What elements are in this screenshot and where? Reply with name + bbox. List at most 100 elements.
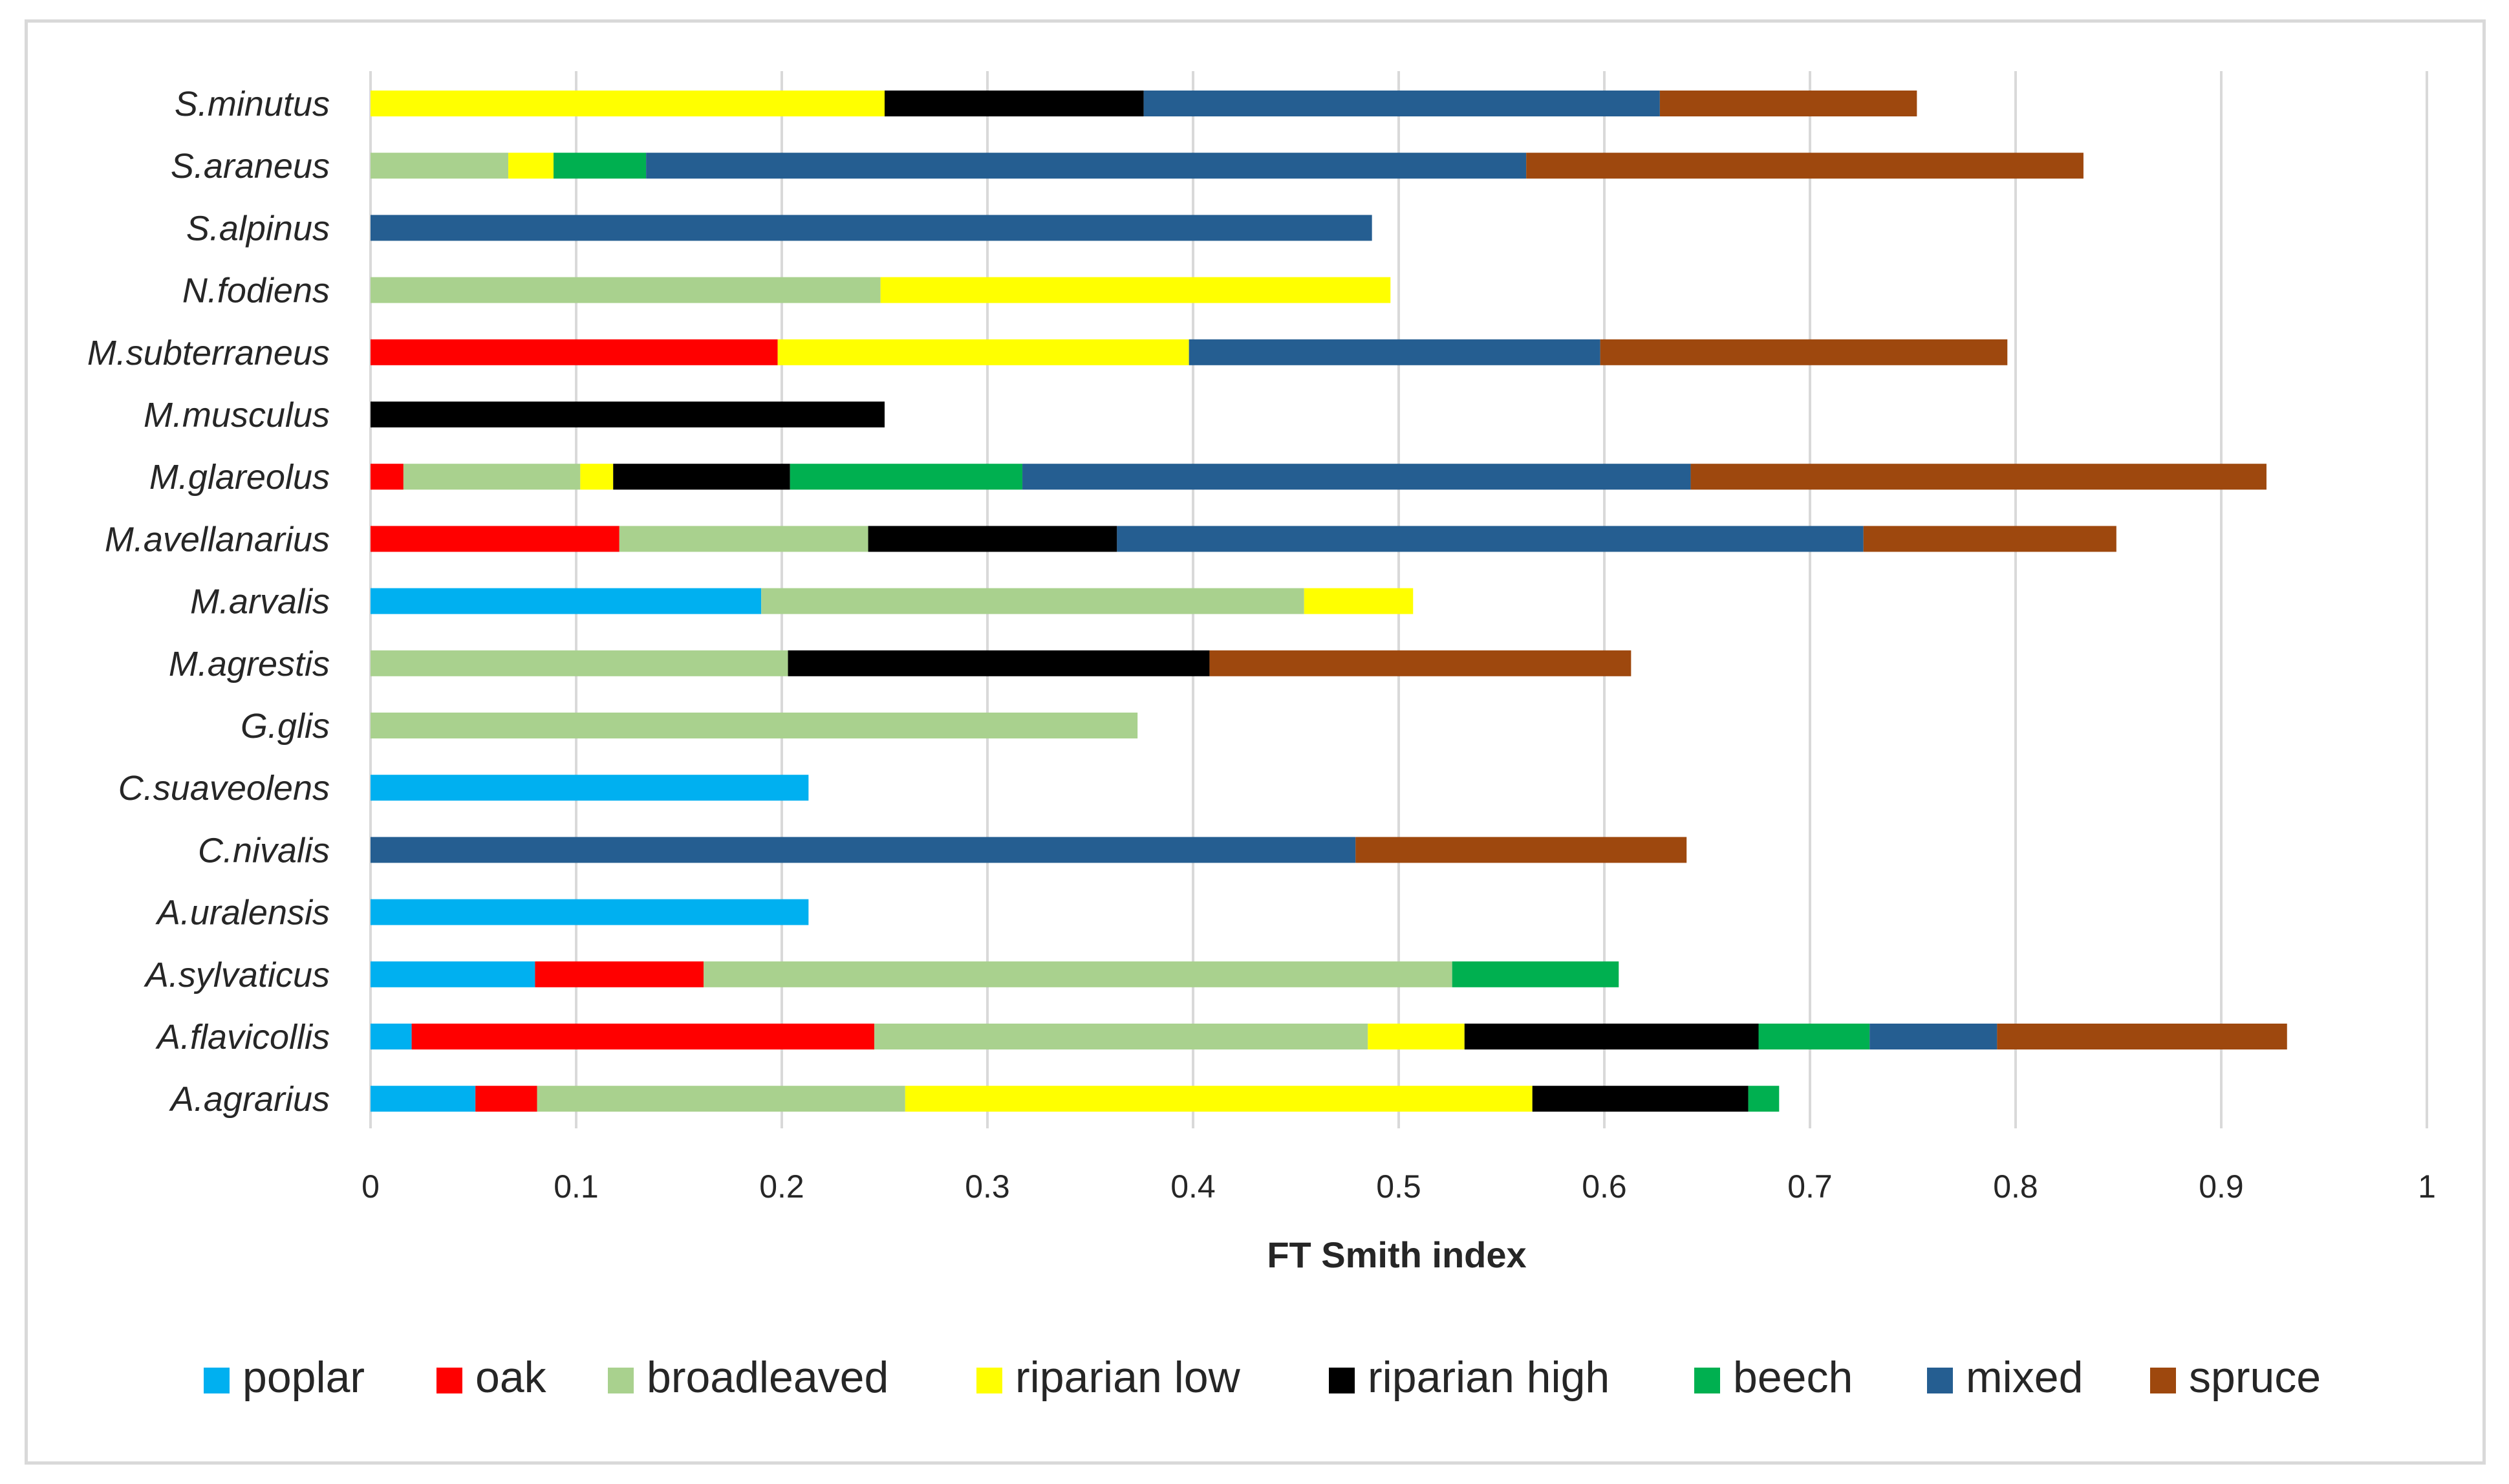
bar-segment-riparian-low	[905, 1086, 1533, 1112]
legend: poplar oak broadleaved riparian low riparian…	[204, 1353, 2321, 1402]
bar-segment-riparian-low	[508, 153, 554, 179]
bar-segment-oak	[371, 526, 619, 552]
bar-segment-poplar	[371, 899, 809, 925]
x-tick-label: 0.4	[1170, 1168, 1216, 1205]
bar-segment-mixed	[1117, 526, 1864, 552]
species-labels: S.minutus S.araneus S.alpinus N.fodiens M.su…	[87, 85, 330, 1119]
bar-segment-poplar	[371, 775, 809, 801]
bar-segment-riparian-low	[880, 277, 1391, 303]
bar-segment-mixed	[1143, 91, 1660, 116]
legend-swatch	[1329, 1368, 1355, 1393]
bar-segment-broadleaved	[371, 153, 509, 179]
legend-label: mixed	[1966, 1353, 2083, 1402]
bar-segment-spruce	[1659, 91, 1917, 116]
bar-segment-riparian-low	[1304, 588, 1414, 614]
x-tick-label: 0	[361, 1168, 380, 1205]
bar-segment-mixed	[371, 215, 1372, 241]
species-label: M.agrestis	[169, 645, 330, 683]
x-tick-label: 0.6	[1582, 1168, 1627, 1205]
legend-swatch	[1927, 1368, 1953, 1393]
species-label: C.suaveolens	[118, 769, 330, 808]
x-tick-label: 0.7	[1787, 1168, 1833, 1205]
species-label: M.avellanarius	[105, 520, 330, 559]
legend-swatch	[1694, 1368, 1720, 1393]
x-axis-ticks: 0 0.1 0.2 0.3 0.4 0.5 0.6 0.7 0.8 0.9 1	[361, 1168, 2436, 1205]
x-tick-label: 0.5	[1376, 1168, 1421, 1205]
bar-segment-spruce	[1355, 837, 1687, 863]
bars	[371, 91, 2287, 1112]
bar-segment-beech	[790, 464, 1023, 490]
bar-segment-riparian-high	[371, 402, 885, 427]
legend-swatch	[608, 1368, 634, 1393]
bar-segment-riparian-low	[777, 339, 1189, 365]
species-label: A.sylvaticus	[144, 956, 330, 995]
legend-swatch	[976, 1368, 1002, 1393]
species-label: M.arvalis	[190, 583, 330, 621]
bar-segment-riparian-high	[885, 91, 1144, 116]
x-tick-label: 0.8	[1993, 1168, 2038, 1205]
legend-swatch	[204, 1368, 230, 1393]
legend-swatch	[436, 1368, 462, 1393]
bar-segment-broadleaved	[371, 650, 788, 676]
bar-segment-broadleaved	[619, 526, 868, 552]
species-label: N.fodiens	[182, 272, 330, 310]
bar-segment-riparian-high	[1532, 1086, 1749, 1112]
chart-frame	[25, 19, 2486, 1465]
x-tick-label: 0.1	[554, 1168, 599, 1205]
bar-segment-spruce	[1600, 339, 2008, 365]
bar-segment-oak	[411, 1024, 875, 1049]
legend-label: oak	[475, 1353, 547, 1402]
bar-segment-mixed	[371, 837, 1356, 863]
species-label: A.flavicollis	[155, 1018, 330, 1057]
bar-segment-oak	[535, 961, 704, 987]
bar-segment-spruce	[1209, 650, 1631, 676]
bar-segment-spruce	[1863, 526, 2116, 552]
bar-segment-beech	[1758, 1024, 1870, 1049]
bar-segment-broadleaved	[403, 464, 581, 490]
bar-segment-riparian-low	[1368, 1024, 1465, 1049]
legend-label: riparian high	[1368, 1353, 1610, 1402]
bar-segment-riparian-low	[371, 91, 885, 116]
bar-segment-spruce	[1526, 153, 2084, 179]
x-tick-label: 1	[2418, 1168, 2436, 1205]
bar-segment-oak	[475, 1086, 537, 1112]
x-axis-title: FT Smith index	[1267, 1234, 1526, 1275]
bar-segment-broadleaved	[537, 1086, 905, 1112]
bar-segment-poplar	[371, 1024, 412, 1049]
legend-label: poplar	[242, 1353, 365, 1402]
bar-segment-riparian-low	[580, 464, 614, 490]
bar-segment-riparian-high	[1464, 1024, 1759, 1049]
species-label: A.uralensis	[155, 894, 330, 932]
x-tick-label: 0.2	[759, 1168, 804, 1205]
bar-segment-broadleaved	[761, 588, 1304, 614]
bar-segment-beech	[554, 153, 647, 179]
bar-segment-broadleaved	[704, 961, 1452, 987]
bar-segment-riparian-high	[868, 526, 1117, 552]
bar-segment-beech	[1452, 961, 1619, 987]
bar-segment-broadleaved	[371, 713, 1138, 738]
bar-segment-mixed	[1189, 339, 1600, 365]
bar-segment-poplar	[371, 588, 762, 614]
gridlines	[369, 71, 2428, 1128]
bar-segment-mixed	[1022, 464, 1691, 490]
bar-segment-oak	[371, 464, 404, 490]
species-label: C.nivalis	[198, 831, 330, 870]
bar-segment-poplar	[371, 1086, 476, 1112]
bar-segment-riparian-high	[788, 650, 1210, 676]
bar-segment-beech	[1748, 1086, 1780, 1112]
species-label: S.minutus	[175, 85, 330, 124]
legend-swatch	[2150, 1368, 2176, 1393]
bar-segment-spruce	[1997, 1024, 2287, 1049]
x-tick-label: 0.9	[2199, 1168, 2244, 1205]
legend-label: spruce	[2189, 1353, 2321, 1402]
bar-segment-mixed	[646, 153, 1527, 179]
species-label: M.subterraneus	[87, 334, 330, 372]
legend-label: riparian low	[1015, 1353, 1241, 1402]
x-tick-label: 0.3	[965, 1168, 1010, 1205]
species-label: S.alpinus	[186, 209, 330, 248]
species-label: S.araneus	[171, 147, 330, 186]
species-label: M.glareolus	[149, 458, 330, 497]
bar-segment-broadleaved	[371, 277, 881, 303]
bar-segment-riparian-high	[613, 464, 790, 490]
